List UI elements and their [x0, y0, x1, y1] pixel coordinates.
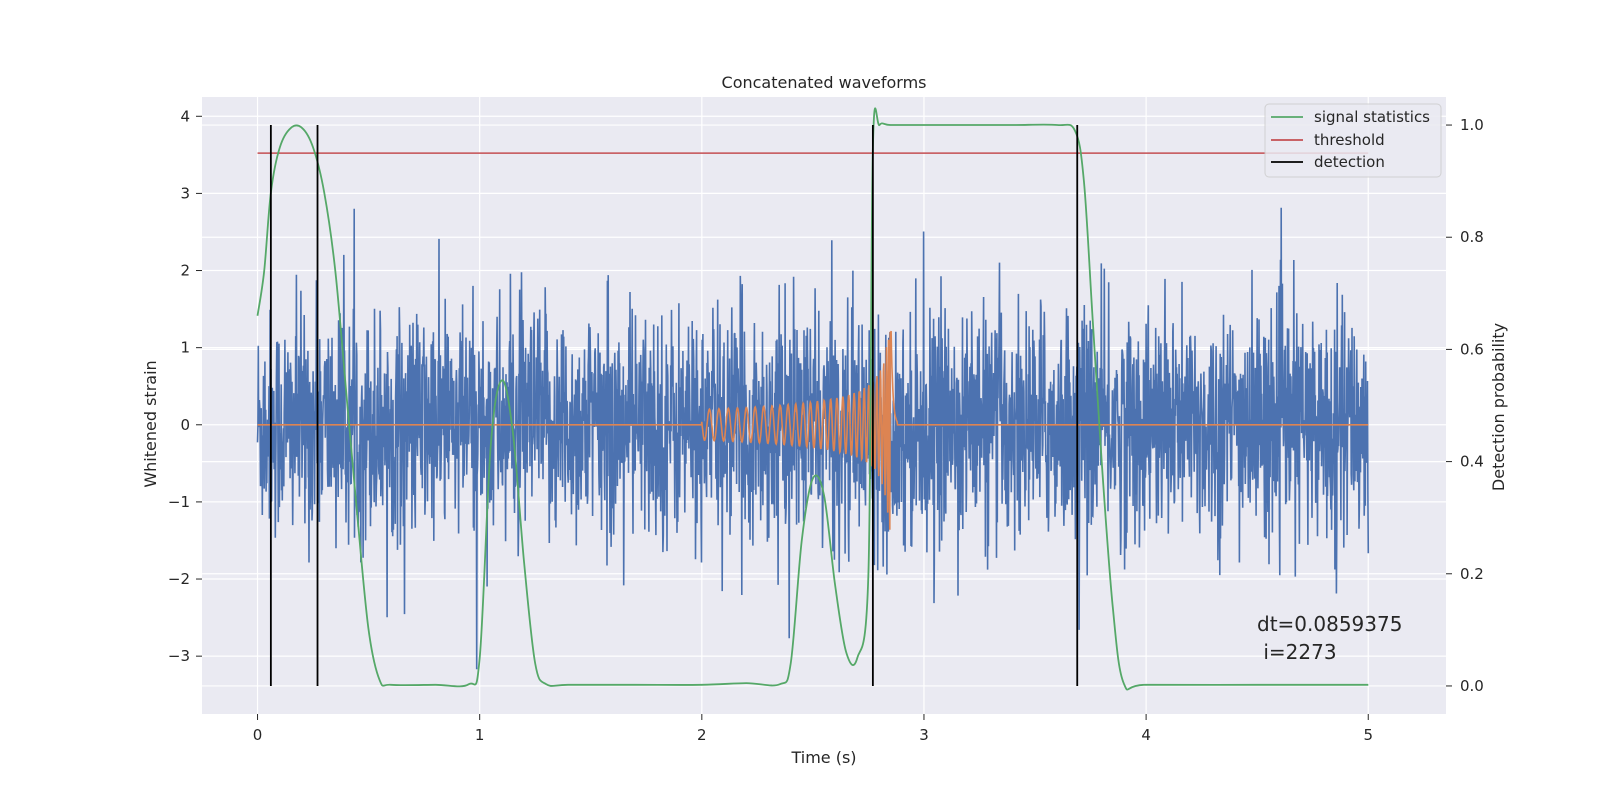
legend-box — [1264, 103, 1442, 178]
y-tick-label-left: −3 — [168, 647, 190, 665]
y-tick-label-left: −2 — [168, 570, 190, 588]
legend: signal statistics threshold detection — [1264, 103, 1442, 178]
x-tick-label: 4 — [1141, 726, 1151, 744]
y-axis-label-left: Whitened strain — [141, 360, 160, 487]
axis-ticks: 0 1 2 3 4 5 −3 −2 −1 0 1 2 3 4 0.0 0.2 0.4 0.6 0.8 1.0 — [168, 107, 1484, 744]
y-tick-label-left: 4 — [180, 107, 190, 125]
x-tick-label: 3 — [919, 726, 929, 744]
x-axis-label: Time (s) — [790, 748, 856, 767]
y-tick-label-left: −1 — [168, 493, 190, 511]
x-tick-label: 1 — [475, 726, 485, 744]
y-tick-label-right: 0.8 — [1460, 228, 1484, 246]
y-tick-label-right: 0.0 — [1460, 677, 1484, 695]
y-tick-label-left: 0 — [180, 416, 190, 434]
y-tick-label-right: 0.4 — [1460, 453, 1484, 471]
y-tick-label-right: 1.0 — [1460, 116, 1484, 134]
y-tick-label-left: 3 — [180, 184, 190, 202]
legend-label-detection: detection — [1314, 153, 1385, 171]
plot-area — [256, 107, 1370, 691]
x-tick-label: 2 — [697, 726, 707, 744]
annotation-dt: dt=0.0859375 — [1257, 612, 1402, 636]
y-tick-label-left: 1 — [180, 339, 190, 357]
y-tick-label-right: 0.2 — [1460, 565, 1484, 583]
x-tick-label: 0 — [253, 726, 263, 744]
legend-label-signal-statistics: signal statistics — [1314, 108, 1430, 126]
legend-label-threshold: threshold — [1314, 131, 1385, 149]
annotation-i: i=2273 — [1257, 640, 1337, 664]
chart-title: Concatenated waveforms — [722, 73, 927, 92]
y-axis-label-right: Detection probability — [1489, 323, 1508, 491]
y-tick-label-left: 2 — [180, 262, 190, 280]
x-tick-label: 5 — [1363, 726, 1373, 744]
noise-series-line — [256, 207, 1370, 670]
y-tick-label-right: 0.6 — [1460, 340, 1484, 358]
waveform-series-line — [257, 330, 1369, 530]
detection-lines — [269, 125, 1079, 686]
